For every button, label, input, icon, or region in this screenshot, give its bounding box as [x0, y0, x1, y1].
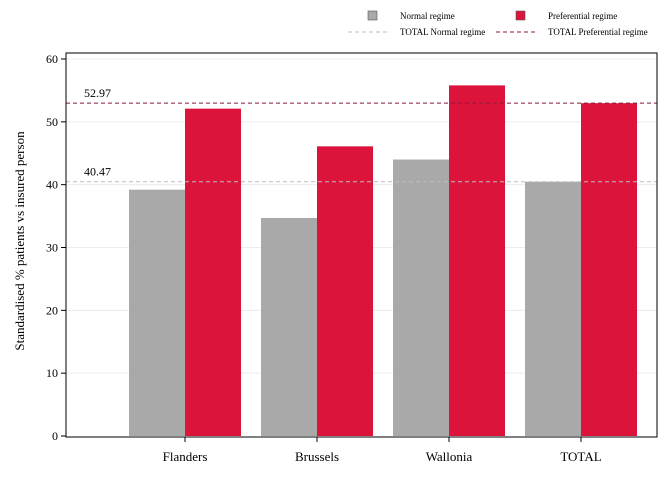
reference-line-label: 40.47 [84, 165, 111, 179]
legend-label: Preferential regime [548, 11, 617, 21]
legend-label: TOTAL Normal regime [400, 27, 485, 37]
bar-normal-regime-brussels [261, 217, 317, 436]
bar-normal-regime-flanders [129, 189, 185, 436]
legend: Normal regime Preferential regime TOTAL No… [348, 10, 648, 37]
legend-label: TOTAL Preferential regime [548, 27, 648, 37]
bars [129, 85, 637, 437]
reference-lines: 40.47 52.97 [66, 86, 657, 183]
legend-swatch [515, 10, 526, 21]
x-tick-label: Flanders [163, 449, 208, 464]
legend-label: Normal regime [400, 11, 455, 21]
bar-preferential-regime-total [581, 103, 637, 436]
x-tick-label: Brussels [295, 449, 339, 464]
y-axis-label: Standardised % patients vs insured perso… [12, 131, 27, 351]
bar-preferential-regime-wallonia [449, 85, 505, 436]
x-tick-label: TOTAL [560, 449, 601, 464]
x-tick-label: Wallonia [426, 449, 473, 464]
y-axis: 0 10 20 30 40 50 60 [46, 52, 657, 443]
y-tick-label: 10 [46, 366, 58, 380]
bar-normal-regime-total [525, 181, 581, 436]
y-tick-label: 20 [46, 303, 58, 317]
bar-normal-regime-wallonia [393, 159, 449, 437]
reference-line-label: 52.97 [84, 86, 111, 100]
x-axis: Flanders Brussels Wallonia TOTAL [163, 437, 602, 464]
bar-preferential-regime-flanders [185, 108, 241, 436]
y-tick-label: 0 [52, 429, 58, 443]
y-tick-label: 60 [46, 52, 58, 66]
y-tick-label: 30 [46, 241, 58, 255]
bar-preferential-regime-brussels [317, 146, 373, 437]
y-tick-label: 40 [46, 178, 58, 192]
y-tick-label: 50 [46, 115, 58, 129]
legend-swatch [367, 10, 378, 21]
